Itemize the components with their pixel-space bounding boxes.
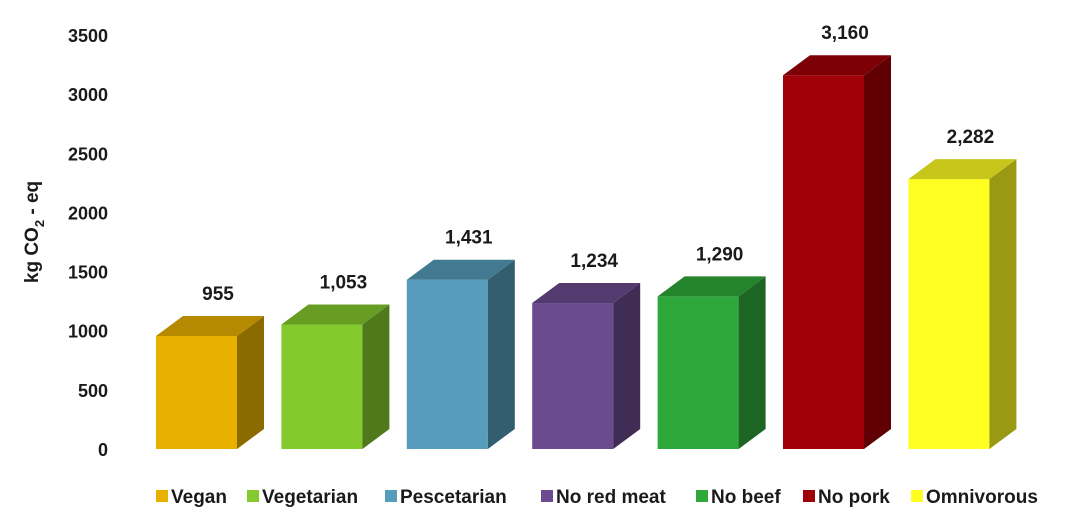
bar-front <box>657 296 739 449</box>
y-tick-label: 2000 <box>68 203 108 223</box>
y-tick-label: 2500 <box>68 144 108 164</box>
bar-side <box>487 259 515 449</box>
bar <box>657 276 766 449</box>
svg-text:kg CO2 - eq: kg CO2 - eq <box>22 181 47 283</box>
y-tick-label: 0 <box>98 440 108 460</box>
legend-label: No beef <box>711 487 781 508</box>
bar-top <box>281 304 390 325</box>
legend-label: No pork <box>818 487 890 508</box>
legend-item: Omnivorous <box>911 487 1038 508</box>
bar-side <box>237 316 264 449</box>
y-tick-label: 1500 <box>68 263 108 283</box>
y-axis-ticks: 0 500 1000 1500 2000 2500 3000 3500 <box>68 26 108 460</box>
bar-value-label: 955 <box>202 284 234 305</box>
legend-label: Vegan <box>171 487 227 508</box>
legend-item: No red meat <box>541 487 666 508</box>
bar <box>532 283 641 449</box>
legend-item: Pescetarian <box>385 487 507 508</box>
bar-value-label: 1,053 <box>320 272 368 293</box>
bar-side <box>613 283 641 449</box>
bar-front <box>281 324 363 449</box>
bar-top <box>156 316 264 337</box>
legend-swatch <box>803 490 815 502</box>
bar-value-label: 3,160 <box>821 23 869 44</box>
bar <box>281 304 390 449</box>
legend-item: No beef <box>696 487 781 508</box>
y-tick-label: 500 <box>78 381 108 401</box>
bar-top <box>908 159 1017 180</box>
legend-swatch <box>911 490 923 502</box>
legend-swatch <box>541 490 553 502</box>
legend-label: Pescetarian <box>400 487 507 508</box>
y-axis-title: kg CO2 - eq <box>22 181 47 283</box>
bar-front <box>156 336 237 449</box>
legend-item: Vegan <box>156 487 227 508</box>
bar-value-label: 1,234 <box>570 251 618 272</box>
legend-swatch <box>385 490 397 502</box>
bar-side <box>738 276 766 449</box>
legend-label: No red meat <box>556 487 666 508</box>
legend-label: Vegetarian <box>262 487 358 508</box>
bar-value-label: 2,282 <box>947 127 995 148</box>
bar-value-label: 1,290 <box>696 244 744 265</box>
y-axis-title-tail: - eq <box>22 181 43 220</box>
bar-top <box>783 55 891 76</box>
bar <box>783 55 891 450</box>
legend-label: Omnivorous <box>926 487 1038 508</box>
bar-front <box>908 179 990 449</box>
y-tick-label: 3000 <box>68 85 108 105</box>
bar-top <box>406 259 515 280</box>
bar <box>156 316 264 449</box>
bar-top <box>657 276 766 297</box>
bar-front <box>783 75 864 450</box>
bar-side <box>864 55 891 450</box>
bar-top <box>532 283 641 304</box>
bar-value-label: 1,431 <box>445 228 493 249</box>
bar <box>908 159 1017 449</box>
y-axis-title-subscript: 2 <box>32 220 47 227</box>
value-labels: 955 1,053 1,431 1,234 1,290 3,160 2,282 <box>202 23 994 305</box>
y-axis-title-main: kg CO <box>22 227 43 283</box>
bar-side <box>989 159 1017 449</box>
legend-swatch <box>696 490 708 502</box>
legend-swatch <box>156 490 168 502</box>
legend-swatch <box>247 490 259 502</box>
y-tick-label: 1000 <box>68 322 108 342</box>
bar-front <box>406 279 488 449</box>
bar <box>406 259 515 449</box>
y-tick-label: 3500 <box>68 26 108 46</box>
bar-front <box>532 303 614 449</box>
bars <box>156 55 1017 450</box>
legend-item: No pork <box>803 487 890 508</box>
bar-side <box>362 304 390 449</box>
legend-item: Vegetarian <box>247 487 358 508</box>
legend: Vegan Vegetarian Pescetarian No red meat No … <box>156 487 1038 508</box>
